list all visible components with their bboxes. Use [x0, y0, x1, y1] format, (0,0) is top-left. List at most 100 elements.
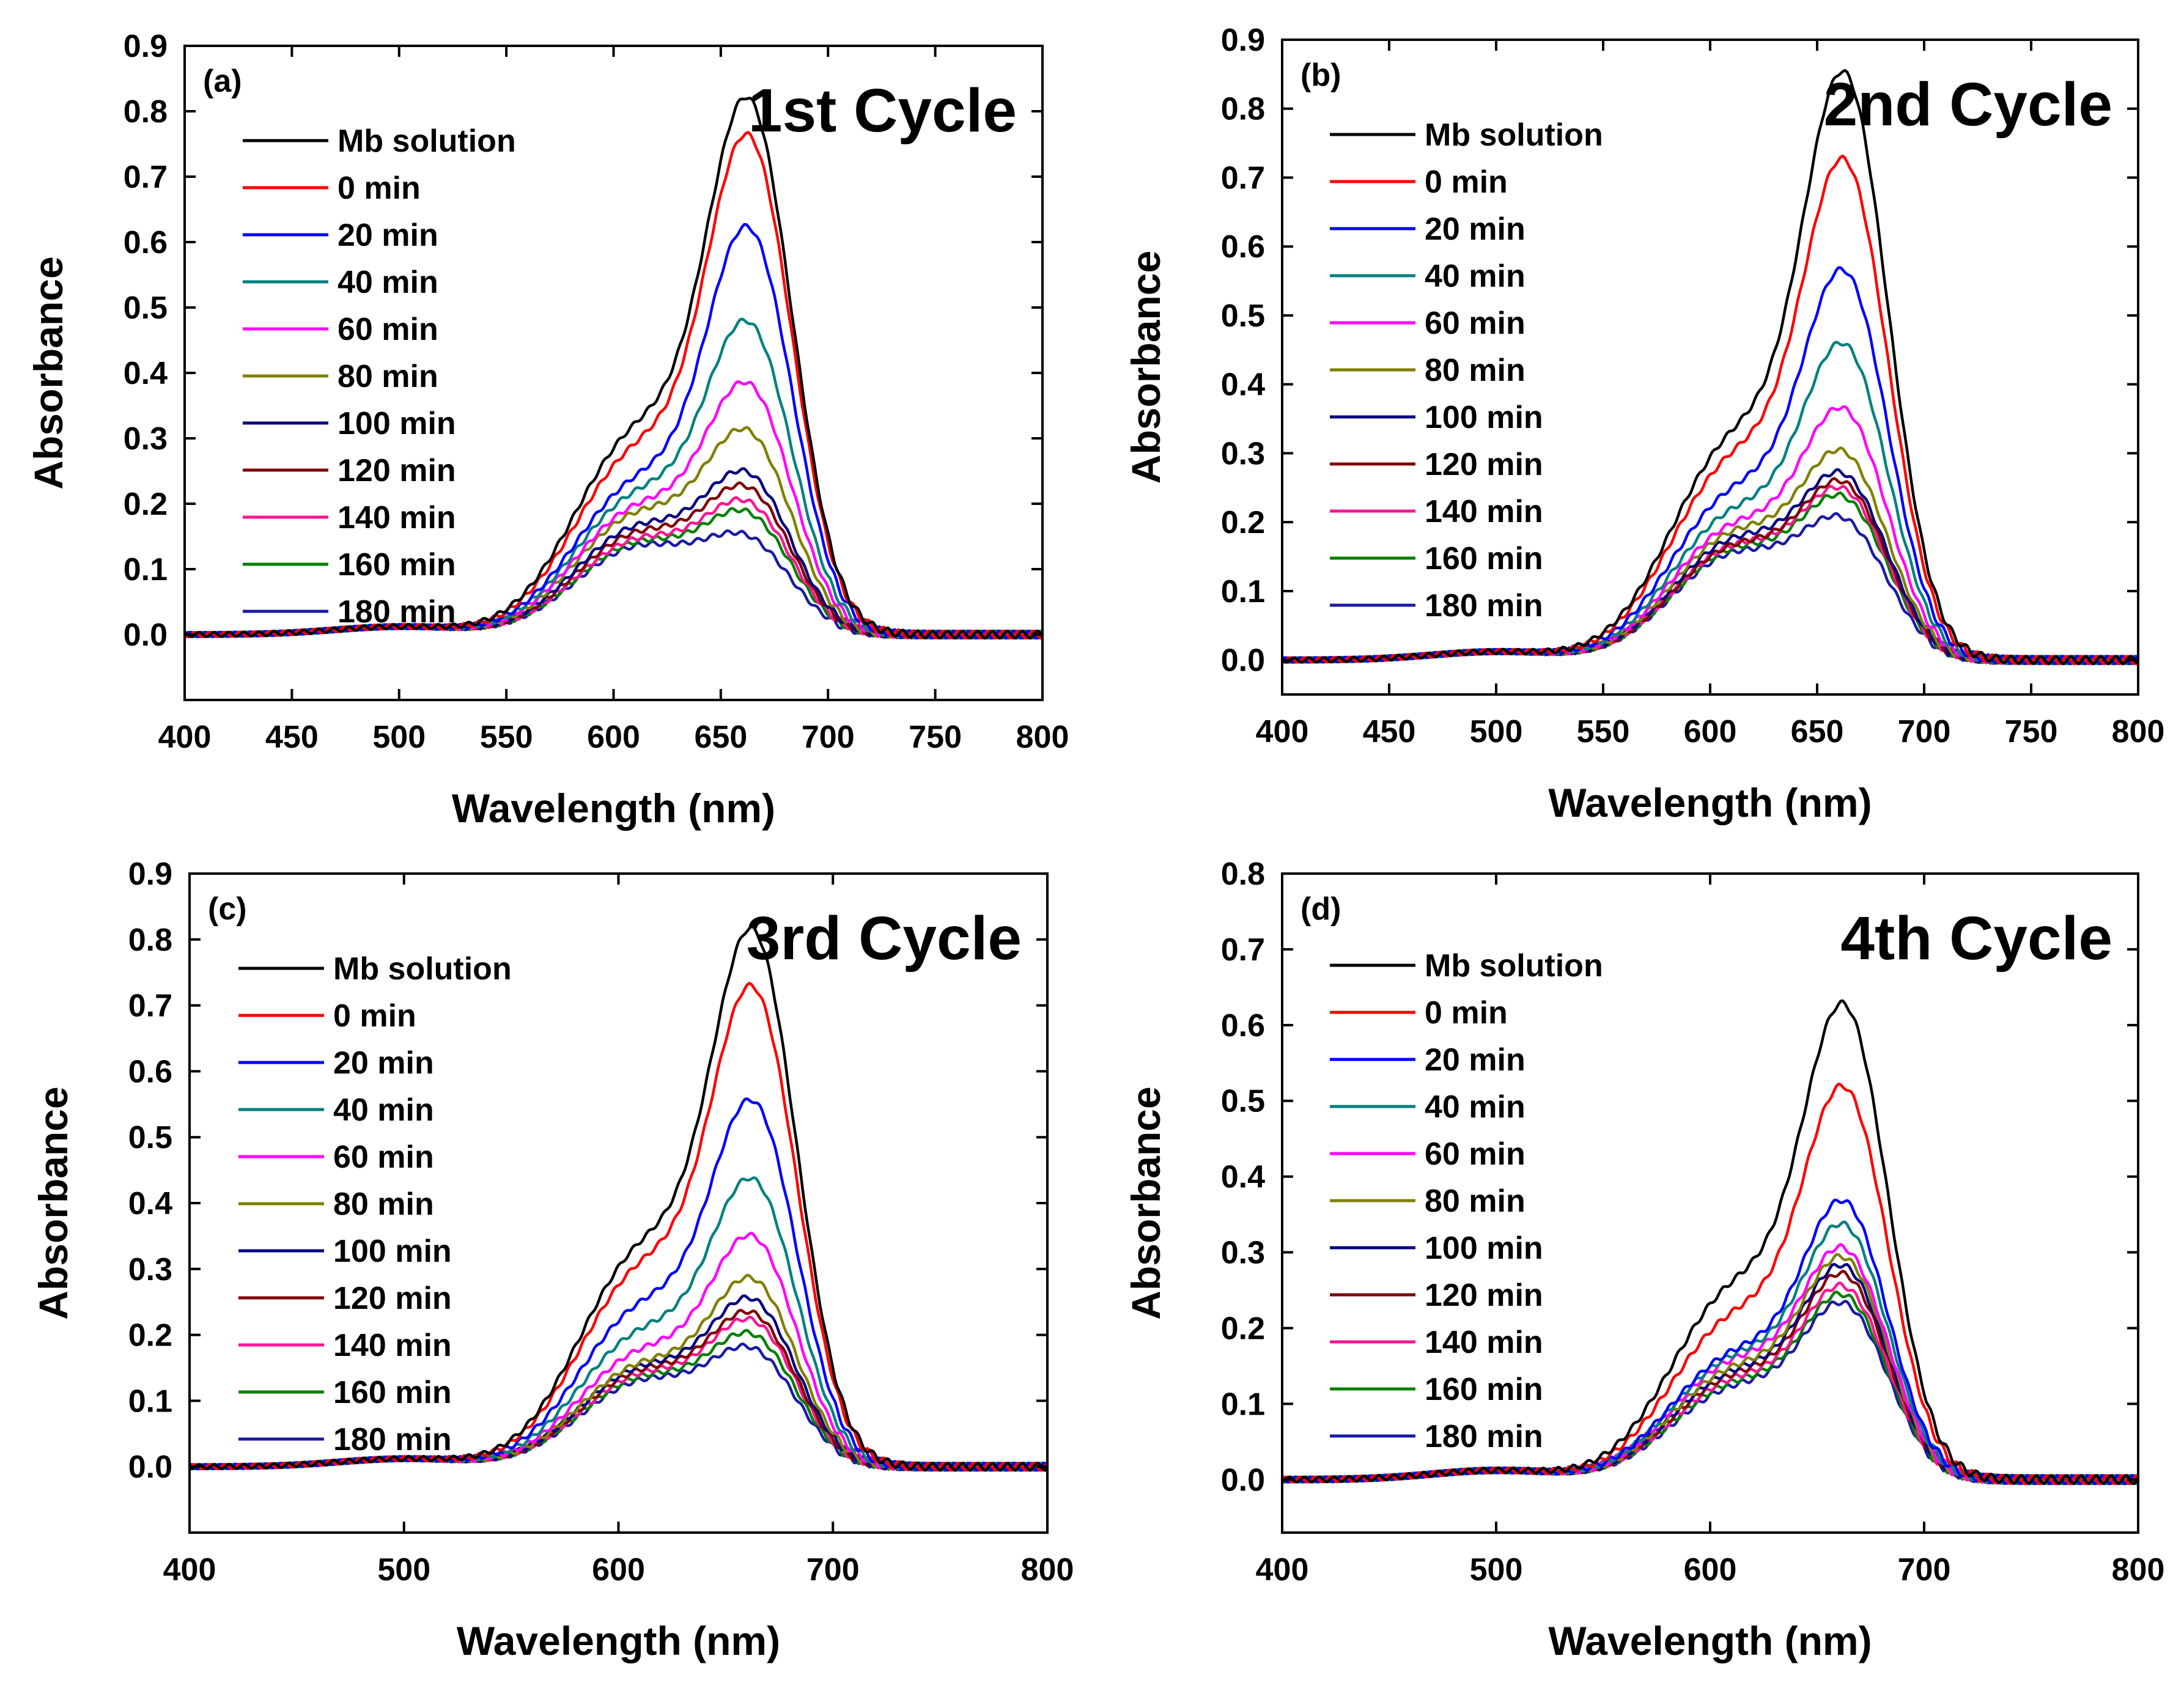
- chart-panel-1: 400 450 500 550 600 650 700 750 800 0.0 0.1 0.2 0.3 0…: [26, 29, 1069, 831]
- cycle-title: 1st Cycle: [748, 76, 1017, 145]
- y-tick-label: 0.3: [124, 421, 168, 457]
- y-tick-label: 0.5: [1221, 298, 1265, 334]
- y-tick-label: 0.6: [128, 1054, 172, 1089]
- legend-label: 80 min: [1425, 353, 1525, 388]
- y-tick-label: 0.0: [1221, 1462, 1265, 1498]
- legend: Mb solution 0 min 20 min 40 min 60 min 80 min…: [243, 123, 516, 630]
- y-tick-label: 0.8: [128, 922, 172, 958]
- panel-label: (d): [1300, 891, 1341, 927]
- y-tick-label: 0.1: [1221, 1387, 1265, 1422]
- x-tick-label: 800: [2112, 714, 2165, 749]
- x-tick-label: 500: [372, 720, 426, 755]
- cycle-title: 3rd Cycle: [747, 904, 1022, 973]
- y-tick-label: 0.4: [128, 1186, 172, 1221]
- y-tick-label: 0.8: [1221, 92, 1265, 127]
- legend-label: 40 min: [1425, 259, 1525, 294]
- y-axis-label: Absorbance: [31, 1086, 76, 1319]
- y-tick-label: 0.6: [1221, 229, 1265, 265]
- x-tick-label: 750: [909, 720, 962, 755]
- y-tick-label: 0.6: [1221, 1008, 1265, 1044]
- series-line-0: [1282, 999, 2138, 1486]
- x-tick-label: 700: [1898, 1552, 1951, 1588]
- x-tick-label: 650: [694, 720, 747, 755]
- panel-label: (b): [1300, 57, 1341, 93]
- x-tick-label: 450: [265, 720, 319, 755]
- x-tick-label: 600: [587, 720, 640, 755]
- x-tick-label: 700: [1898, 714, 1951, 749]
- series-line-0: [185, 97, 1042, 640]
- series-line-1: [1282, 1082, 2138, 1486]
- x-tick-label: 550: [1577, 714, 1630, 749]
- legend-label: 20 min: [1425, 212, 1525, 247]
- x-tick-label: 500: [1470, 1552, 1523, 1588]
- x-tick-label: 500: [1470, 714, 1523, 749]
- chart-panel-4: 400 500 600 700 800 0.0 0.1 0.2 0.3 0.4 0.5 0.6 0.7 0…: [1123, 856, 2164, 1663]
- legend-label: 0 min: [338, 171, 421, 206]
- x-tick-label: 400: [1256, 714, 1309, 749]
- legend-label: 140 min: [338, 500, 456, 536]
- legend-label: 100 min: [338, 406, 456, 441]
- y-tick-label: 0.7: [1221, 932, 1265, 968]
- y-tick-label: 0.4: [1221, 1160, 1265, 1195]
- y-tick-label: 0.4: [124, 356, 168, 391]
- legend-label: 60 min: [1425, 306, 1525, 341]
- legend-label: Mb solution: [338, 123, 516, 159]
- legend-label: Mb solution: [333, 951, 512, 987]
- legend-label: 100 min: [1425, 400, 1543, 435]
- legend-label: 0 min: [333, 998, 416, 1034]
- legend-label: 60 min: [333, 1140, 434, 1175]
- legend-label: Mb solution: [1425, 117, 1603, 153]
- x-tick-label: 450: [1363, 714, 1416, 749]
- y-axis-label: Absorbance: [1123, 251, 1168, 484]
- y-tick-label: 0.2: [1221, 505, 1265, 540]
- y-tick-label: 0.3: [128, 1252, 172, 1287]
- y-tick-label: 0.5: [128, 1120, 172, 1155]
- x-axis-label: Wavelength (nm): [1548, 780, 1872, 825]
- y-tick-label: 0.2: [124, 487, 168, 522]
- x-axis-label: Wavelength (nm): [1548, 1618, 1872, 1663]
- series-lines: [1282, 999, 2138, 1486]
- y-tick-label: 0.2: [1221, 1311, 1265, 1346]
- series-line-0: [190, 925, 1047, 1472]
- legend-label: 0 min: [1425, 995, 1508, 1031]
- y-tick-label: 0.8: [1221, 856, 1265, 892]
- x-tick-label: 650: [1791, 714, 1844, 749]
- y-tick-label: 0.0: [128, 1449, 172, 1485]
- legend-label: 120 min: [333, 1281, 452, 1316]
- cycle-title: 2nd Cycle: [1824, 70, 2112, 139]
- legend-label: 160 min: [1425, 1372, 1543, 1407]
- legend-label: 0 min: [1425, 164, 1508, 200]
- legend-label: 40 min: [333, 1092, 434, 1128]
- x-tick-label: 400: [158, 720, 212, 755]
- legend-label: 180 min: [338, 594, 456, 630]
- legend: Mb solution 0 min 20 min 40 min 60 min 80 min…: [1330, 948, 1603, 1454]
- y-tick-label: 0.7: [124, 160, 168, 195]
- legend-label: 100 min: [1425, 1231, 1543, 1266]
- legend-label: 180 min: [1425, 588, 1543, 624]
- legend-label: 120 min: [338, 453, 456, 488]
- legend-label: 100 min: [333, 1234, 452, 1269]
- x-tick-label: 750: [2005, 714, 2058, 749]
- x-axis-label: Wavelength (nm): [452, 786, 775, 831]
- legend-label: Mb solution: [1425, 948, 1603, 984]
- x-tick-label: 700: [806, 1552, 860, 1588]
- legend-label: 180 min: [333, 1422, 452, 1457]
- legend-label: 140 min: [1425, 494, 1543, 529]
- chart-panel-2: 400 450 500 550 600 650 700 750 800 0.0 0.1 0.2 0.3 0…: [1123, 23, 2164, 825]
- x-tick-label: 550: [480, 720, 533, 755]
- panel-label: (c): [208, 891, 247, 927]
- y-axis-label: Absorbance: [26, 256, 71, 489]
- legend-label: 80 min: [333, 1187, 434, 1222]
- x-tick-label: 400: [1256, 1552, 1309, 1588]
- series-line-1: [1282, 154, 2138, 666]
- legend-label: 160 min: [333, 1375, 452, 1410]
- legend-label: 40 min: [1425, 1089, 1525, 1125]
- y-tick-label: 0.9: [124, 29, 168, 64]
- y-tick-label: 0.3: [1221, 436, 1265, 471]
- x-tick-label: 600: [1684, 714, 1737, 749]
- legend: Mb solution 0 min 20 min 40 min 60 min 80 min…: [238, 951, 512, 1457]
- x-tick-label: 700: [802, 720, 855, 755]
- y-tick-label: 0.0: [1221, 643, 1265, 679]
- y-tick-label: 0.2: [128, 1318, 172, 1353]
